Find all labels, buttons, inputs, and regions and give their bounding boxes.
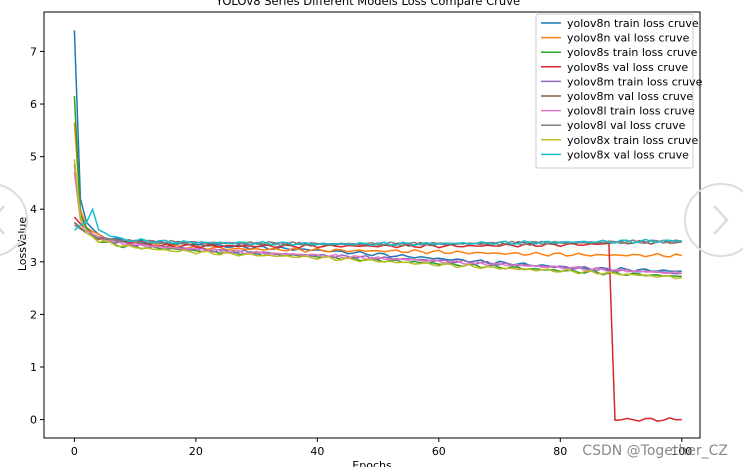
- y-axis: 0 1 2 3 4 5 6 7: [30, 45, 44, 427]
- y-tick-label: 6: [30, 98, 37, 111]
- legend-entry: yolov8l val loss cruve: [567, 119, 686, 132]
- y-tick-label: 2: [30, 308, 37, 321]
- series-line-yolov8x-train-loss-cruve: [73, 159, 682, 280]
- series-line-yolov8n-val-loss-cruve: [73, 122, 682, 258]
- legend-entry: yolov8x val loss cruve: [567, 148, 689, 161]
- y-tick-label: 4: [30, 203, 37, 216]
- legend-entry: yolov8n val loss cruve: [567, 32, 690, 45]
- legend-entry: yolov8s train loss cruve: [567, 46, 698, 59]
- x-tick-label: 0: [71, 445, 78, 458]
- next-nav-button[interactable]: [684, 183, 743, 257]
- y-tick-label: 0: [30, 414, 37, 427]
- y-tick-label: 1: [30, 361, 37, 374]
- legend-entry: yolov8m train loss cruve: [567, 75, 703, 88]
- chart-title: YOLOv8 Series Different Models Loss Comp…: [215, 0, 520, 8]
- plot-frame: [43, 11, 701, 439]
- chevron-right-icon: [713, 205, 729, 235]
- series-line-yolov8l-val-loss-cruve: [73, 224, 682, 247]
- series-line-yolov8x-val-loss-cruve: [73, 207, 682, 247]
- legend-box: [535, 13, 694, 169]
- x-tick-label: 100: [671, 445, 692, 458]
- x-tick-label: 80: [553, 445, 567, 458]
- x-tick-label: 20: [189, 445, 203, 458]
- series-layer: [73, 30, 682, 422]
- legend: yolov8n train loss cruve yolov8n val loss…: [535, 13, 703, 169]
- x-tick-label: 60: [432, 445, 446, 458]
- x-axis-label: Epochs: [352, 459, 392, 467]
- legend-entry: yolov8s val loss cruve: [567, 61, 688, 74]
- legend-entry: yolov8l train loss cruve: [567, 105, 695, 118]
- chevron-left-icon: [0, 205, 5, 235]
- series-line-yolov8l-train-loss-cruve: [73, 172, 682, 275]
- x-tick-label: 40: [310, 445, 324, 458]
- prev-nav-button[interactable]: [0, 184, 28, 256]
- legend-entry: yolov8n train loss cruve: [567, 17, 699, 30]
- y-tick-label: 5: [30, 151, 37, 164]
- y-tick-label: 7: [30, 45, 37, 58]
- legend-entry: yolov8x train loss cruve: [567, 134, 698, 147]
- x-axis: 0 20 40 60 80 100: [71, 438, 692, 458]
- y-tick-label: 3: [30, 256, 37, 269]
- watermark: CSDN @Together_CZ: [582, 443, 728, 459]
- legend-entry: yolov8m val loss cruve: [567, 90, 693, 103]
